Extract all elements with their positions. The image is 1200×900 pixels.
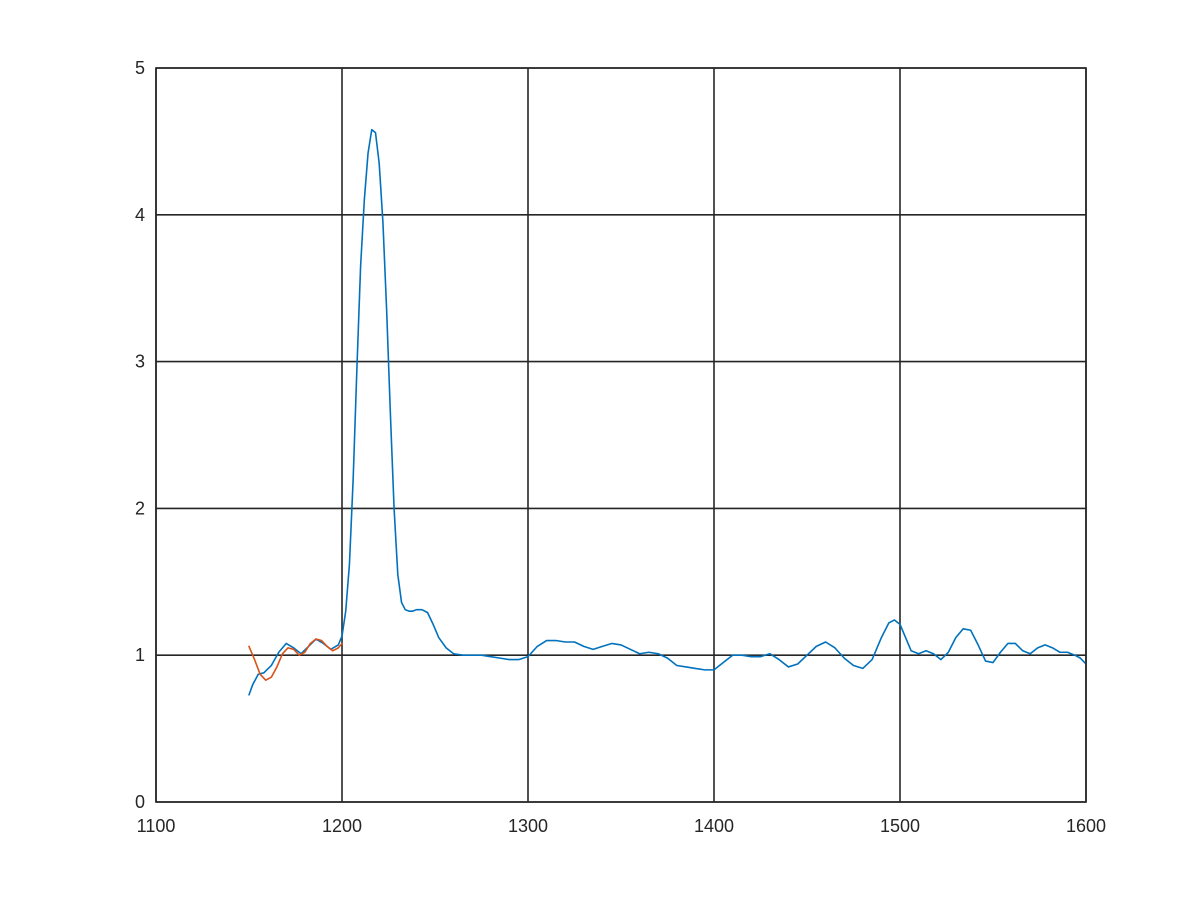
y-tick-label: 3 — [135, 352, 145, 372]
x-tick-label: 1300 — [508, 816, 548, 836]
y-tick-label: 2 — [135, 498, 145, 518]
y-axis-tick-labels: 0 1 2 3 4 5 — [135, 58, 145, 812]
grid — [155, 67, 1087, 803]
x-tick-label: 1100 — [137, 816, 176, 836]
x-tick-label: 1600 — [1066, 816, 1106, 836]
y-tick-label: 0 — [135, 792, 145, 812]
x-tick-label: 1500 — [880, 816, 920, 836]
x-tick-label: 1400 — [694, 816, 734, 836]
x-axis-tick-labels: 1100 1200 1300 1400 1500 1600 — [137, 816, 1106, 836]
y-tick-label: 1 — [135, 645, 145, 665]
y-tick-label: 4 — [135, 205, 145, 225]
x-tick-label: 1200 — [322, 816, 362, 836]
series-2-line — [248, 638, 343, 681]
series-1-line — [248, 128, 1087, 696]
y-tick-label: 5 — [135, 58, 145, 78]
plot-frame — [155, 67, 1087, 803]
series-group — [248, 128, 1087, 696]
